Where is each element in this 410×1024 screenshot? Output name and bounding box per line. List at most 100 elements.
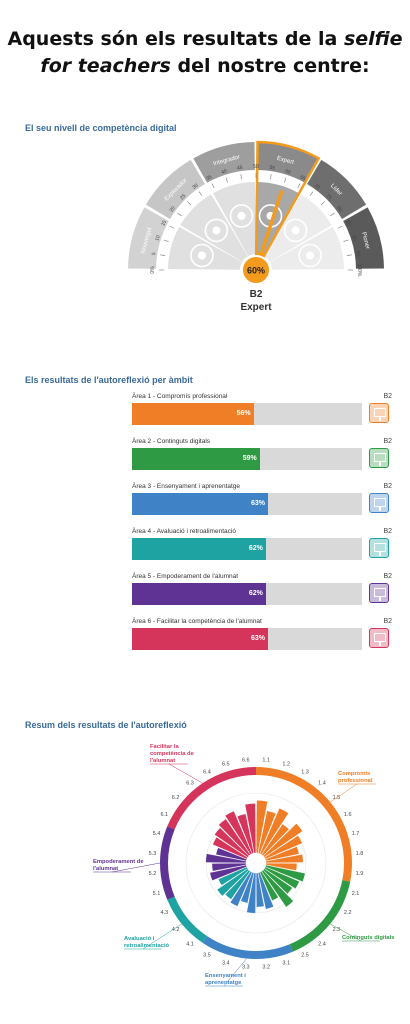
gauge-tick-label: 0% [150,266,156,274]
area-row: Àrea 1 - Compromís professional B2 56% [132,393,392,433]
area-bar-fill: 62% [132,583,266,605]
radial-item-label: 4.2 [172,927,180,933]
radial-item-label: 3.3 [242,964,250,970]
people-icon [283,218,308,243]
gauge-segment-label: Expert [276,156,295,166]
gauge-tick-label: 90 [350,235,357,242]
area-row: Àrea 3 - Ensenyament i aprenentatge B2 63% [132,483,392,523]
gauge-band-5 [343,207,384,269]
radial-bar-2.5 [259,871,279,901]
plant-gear-icon [229,204,254,228]
radial-legend-leader [330,783,358,803]
radial-item-label: 2.1 [352,891,360,897]
gauge-tick [297,183,301,189]
area-bar-track: 63% [132,628,362,650]
heading-line2: del nostre centre: [177,55,370,77]
radial-item-label: 2.4 [318,941,326,947]
gauge-tick-label: 25 [179,193,187,201]
area-bar-fill: 63% [132,628,268,650]
radial-item-label: 1.4 [318,781,326,787]
radial-legend-text: professional [338,778,373,784]
area-label: Àrea 6 - Facilitar la competència de l'a… [132,618,262,625]
radial-bar-3.2 [255,872,265,908]
area-level: B2 [383,393,392,400]
radial-item-label: 6.5 [222,761,230,767]
certificate-icon [369,538,389,558]
area-label: Àrea 2 - Continguts digitals [132,438,211,445]
radial-item-label: 1.7 [352,831,360,837]
area-bar-fill: 59% [132,448,260,470]
radial-bar-2.4 [261,869,294,908]
radial-group-ring-3 [167,896,208,943]
radial-legend-text: l'alumnat [150,758,175,764]
radial-bar-5.1 [209,864,247,881]
gauge-tick-label: 65 [299,174,307,182]
brain-icon [190,243,214,268]
radial-bar-1.5 [262,823,303,858]
certificate-icon [369,583,389,603]
radial-item-label: 4.3 [160,910,168,916]
gauge-band-2 [193,142,255,183]
area-label: Àrea 5 - Empoderament de l'alumnat [132,573,239,580]
gauge-tick-label: 50 [253,164,259,170]
area-percent: 59% [242,455,257,462]
radial-item-label: 5.2 [149,871,157,877]
radial-group-ring-5 [167,767,256,830]
area-bar-fill: 63% [132,493,268,515]
radial-bar-3.5 [229,871,253,907]
radial-item-label: 2.5 [301,953,309,959]
radial-legend-text: Empoderament de [93,859,144,865]
gauge-tick [240,174,242,180]
radial-legend-text: Compromís [338,771,370,777]
area-level: B2 [383,528,392,535]
gauge-tick-label: 95 [354,251,361,258]
radial-bar-3.1 [257,872,274,910]
radial-group-ring-4 [160,826,175,900]
radial-bar-2.2 [264,866,300,890]
heading-line2-italic: for teachers [40,55,171,77]
gauge-wedge-2 [212,182,256,257]
radial-legend-4: Empoderament del'alumnat [93,859,161,873]
gauge-tick [284,177,287,183]
area-percent: 62% [248,545,263,552]
radial-item-label: 4.1 [186,941,194,947]
page-heading: Aquests són els resultats de la selfie f… [0,26,410,80]
radial-legend-text: retroalimentació [124,943,170,949]
gauge-tick-label: 55 [269,165,276,172]
pin-icon [298,243,322,268]
area-row: Àrea 2 - Continguts digitals B2 59% [132,438,392,478]
radial-item-label: 1.2 [282,761,290,767]
gauge-tick-label: 100% [356,264,362,277]
radial-item-label: 6.4 [203,769,211,775]
area-row: Àrea 5 - Empoderament de l'alumnat B2 62% [132,573,392,613]
radial-legend-leader [223,958,247,987]
gauge-highlight [254,140,321,258]
radial-group-ring-2 [202,936,293,960]
heading-line1: Aquests són els resultats de la [7,28,338,50]
radial-bar-1.7 [265,846,300,862]
radial-bar-4.2 [216,868,250,897]
area-row: Àrea 6 - Facilitar la competència de l'a… [132,618,392,658]
radial-legend-leader [168,763,203,784]
area-percent: 56% [236,410,251,417]
area-bar-track: 63% [132,493,362,515]
radial-legend-text: Facilitar la [150,744,179,750]
certificate-icon [369,448,389,468]
radial-item-label: 2.2 [344,910,352,916]
gauge-value-circle [241,255,271,285]
gauge-tick [346,254,352,256]
gauge-tick [320,201,325,206]
areas-title: Els resultats de l'autoreflexió per àmbi… [25,375,193,385]
area-bar-fill: 56% [132,403,254,425]
radial-legend-text: Continguts digitals [342,935,395,941]
radial-legend-text: l'alumnat [93,866,118,872]
area-level: B2 [383,618,392,625]
radial-bar-6.1 [212,836,248,860]
radial-legend-1: Continguts digitals [330,923,395,942]
area-percent: 62% [248,590,263,597]
